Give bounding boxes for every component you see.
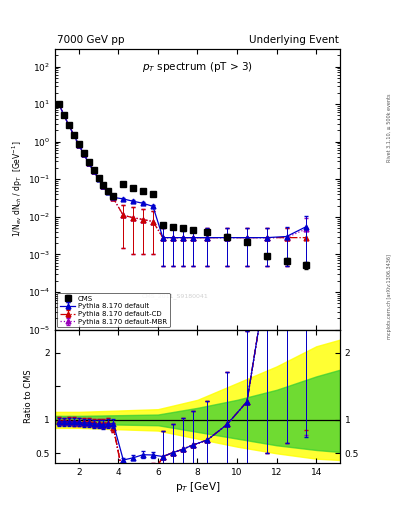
Text: $p_T$ spectrum (pT > 3): $p_T$ spectrum (pT > 3) — [142, 60, 253, 74]
Text: mcplots.cern.ch [arXiv:1306.3436]: mcplots.cern.ch [arXiv:1306.3436] — [387, 254, 392, 339]
Y-axis label: Ratio to CMS: Ratio to CMS — [24, 370, 33, 423]
X-axis label: p$_T$ [GeV]: p$_T$ [GeV] — [175, 480, 220, 494]
Text: 7000 GeV pp: 7000 GeV pp — [57, 35, 125, 45]
Text: Underlying Event: Underlying Event — [249, 35, 339, 45]
Text: CMS_2011_S9180041: CMS_2011_S9180041 — [141, 293, 208, 298]
Legend: CMS, Pythia 8.170 default, Pythia 8.170 default-CD, Pythia 8.170 default-MBR: CMS, Pythia 8.170 default, Pythia 8.170 … — [57, 293, 170, 328]
Y-axis label: 1/N$_{ev}$ dN$_{ch}$ / dp$_T$  [GeV$^{-1}$]: 1/N$_{ev}$ dN$_{ch}$ / dp$_T$ [GeV$^{-1}… — [11, 141, 25, 238]
Text: Rivet 3.1.10, ≥ 500k events: Rivet 3.1.10, ≥ 500k events — [387, 94, 392, 162]
